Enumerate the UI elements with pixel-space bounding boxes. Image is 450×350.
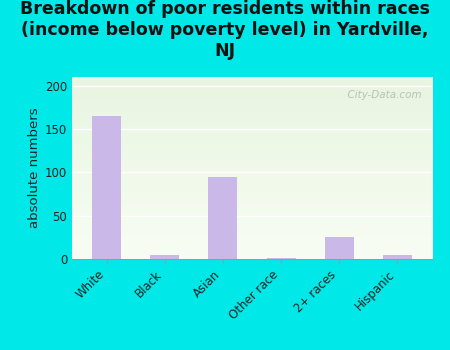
Text: City-Data.com: City-Data.com (341, 90, 421, 100)
Y-axis label: absolute numbers: absolute numbers (28, 108, 40, 228)
Bar (324, 237, 354, 259)
Bar (382, 255, 412, 259)
Bar (266, 258, 296, 259)
Bar (150, 255, 180, 259)
Text: Breakdown of poor residents within races
(income below poverty level) in Yardvil: Breakdown of poor residents within races… (20, 0, 430, 60)
Bar (208, 177, 238, 259)
Bar (92, 116, 122, 259)
